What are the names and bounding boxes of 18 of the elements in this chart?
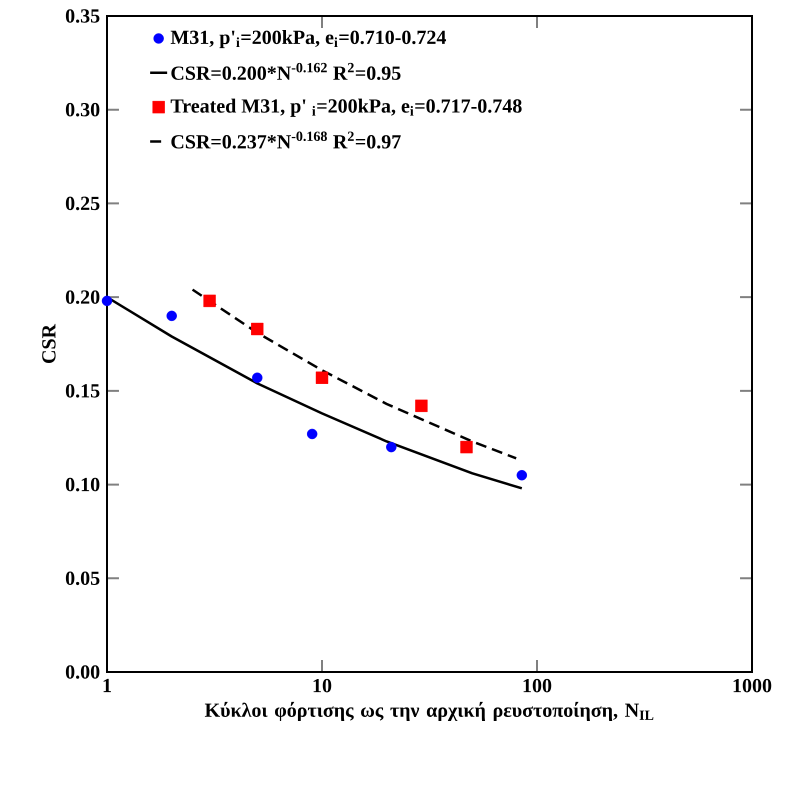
legend-label: Treated M31, p' $_{i}$=200kPa, e$_{i}$=0.717-0.748	[170, 98, 522, 117]
x-tick-label: 1	[104, 678, 111, 692]
y-tick-label: 0.15	[66, 384, 100, 398]
x-axis-title: Κύκλοι φόρτισης ως την αρχική ρευστοποίηση, N$_{IL}$	[204, 702, 654, 722]
y-tick-label: 0.30	[66, 102, 100, 116]
y-tick-label: 0.00	[66, 665, 100, 679]
y-axis-title: CSR	[42, 324, 56, 364]
x-tick-label: 100	[524, 678, 552, 692]
y-tick-label: 0.25	[66, 196, 100, 210]
x-tick-label: 1000	[734, 678, 772, 692]
x-tick-label: 10	[314, 678, 332, 692]
y-tick-label: 0.35	[66, 9, 100, 23]
y-tick-label: 0.05	[66, 572, 100, 586]
legend-label: M31, p'$_{i}$=200kPa, e$_{i}$=0.710-0.724	[170, 30, 446, 48]
y-tick-label: 0.10	[66, 478, 100, 492]
legend-label: CSR=0.200*N$^{-0.162}$ R$^{2}$=0.95	[171, 62, 401, 80]
legend-label: CSR=0.237*N$^{-0.168}$ R$^{2}$=0.97	[171, 132, 401, 149]
y-tick-label: 0.20	[66, 290, 100, 304]
